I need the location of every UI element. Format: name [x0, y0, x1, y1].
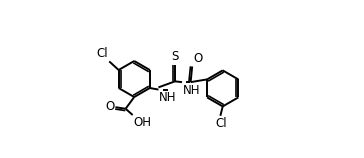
Text: O: O — [105, 100, 114, 113]
Text: NH: NH — [159, 91, 176, 104]
Text: NH: NH — [182, 84, 200, 97]
Text: Cl: Cl — [215, 117, 227, 130]
Text: Cl: Cl — [97, 47, 108, 60]
Text: S: S — [171, 50, 179, 63]
Text: OH: OH — [134, 116, 151, 129]
Text: O: O — [193, 52, 202, 65]
